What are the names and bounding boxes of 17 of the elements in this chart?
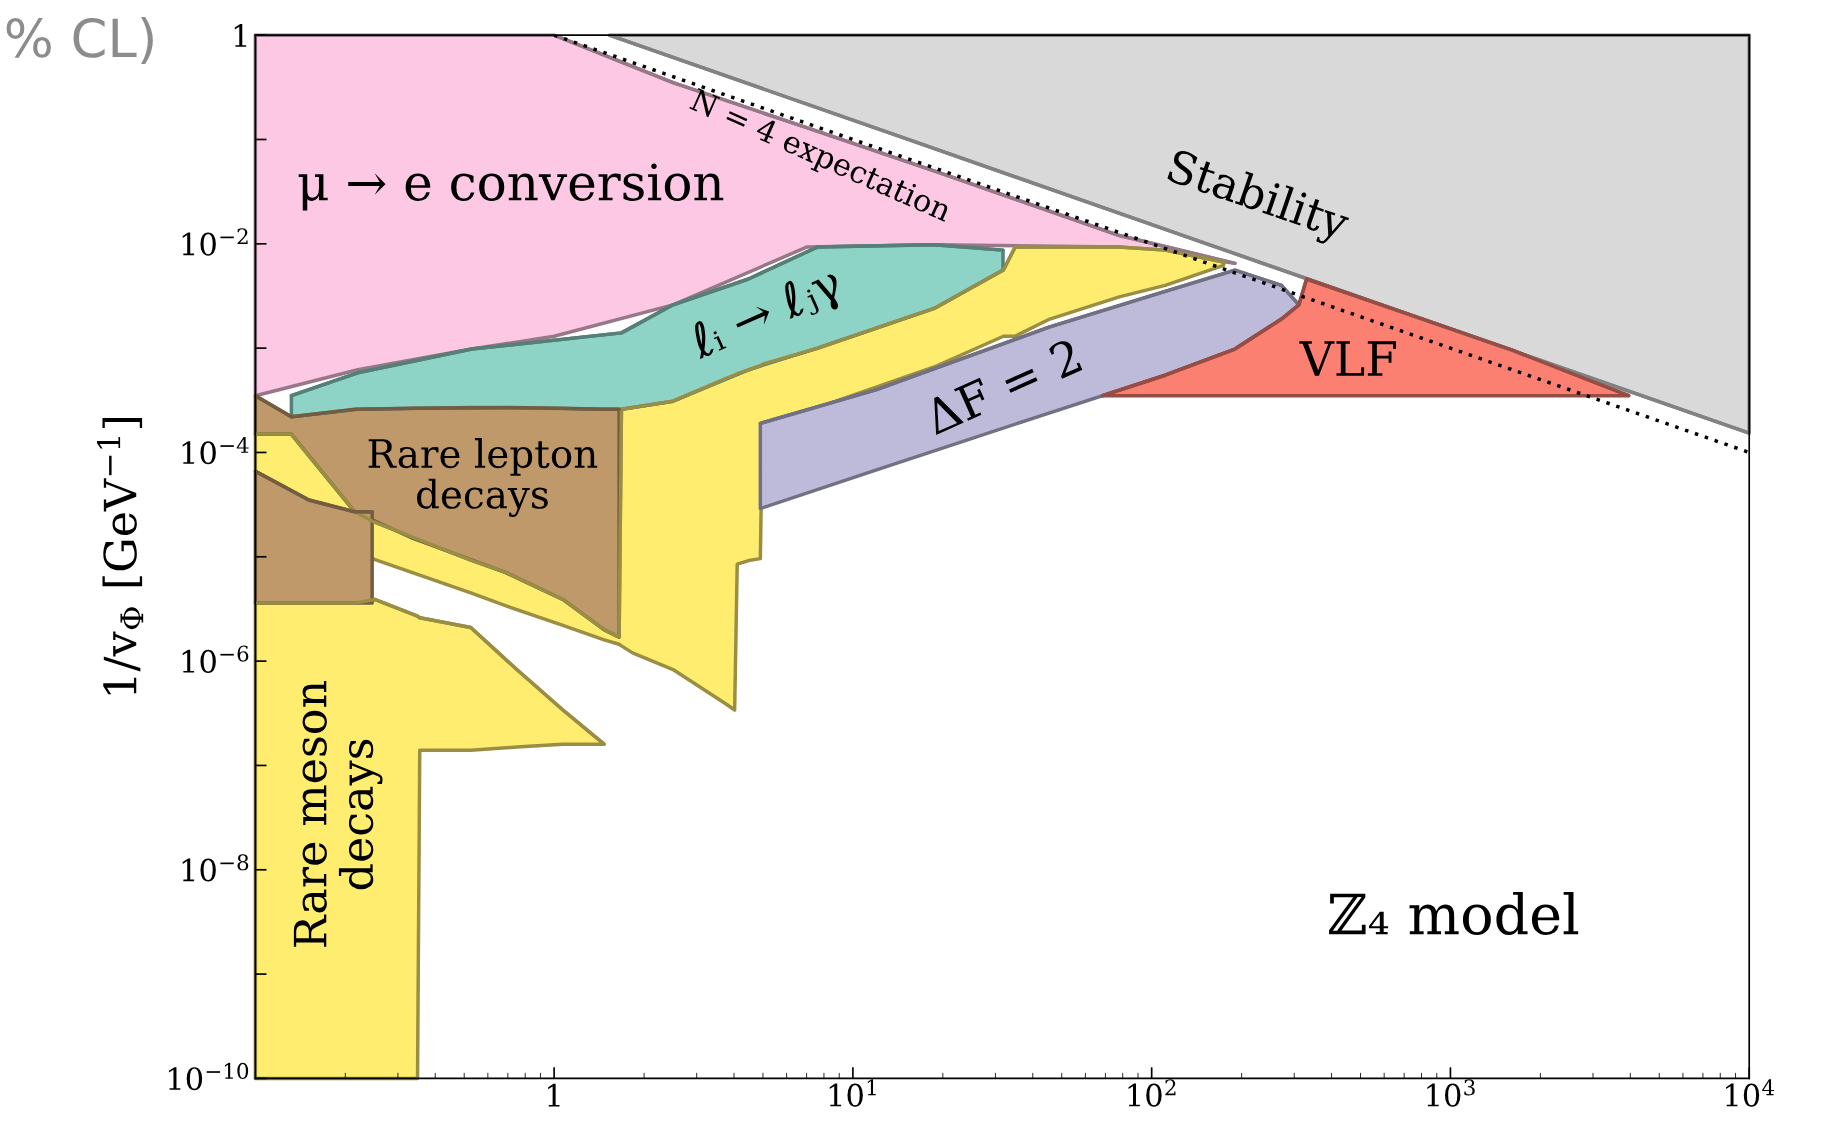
y-tick-label: 1 <box>234 24 247 47</box>
annotation: Rare meson decays <box>293 681 383 947</box>
annotation: ℤ₄ model <box>1329 891 1579 935</box>
x-tick-label: 10$^{4}$ <box>1726 1079 1775 1107</box>
y-axis-title: 1/v$_{Φ}$ [GeV$^{−1}$] <box>97 417 144 695</box>
annotation: μ → e conversion <box>298 163 724 211</box>
x-tick-label: 10$^{2}$ <box>1128 1079 1176 1107</box>
x-tick-label: 10$^{1}$ <box>829 1079 876 1107</box>
text: % CL) <box>6 17 153 65</box>
y-tick-label: 10$^{−2}$ <box>182 228 248 256</box>
y-tick-label: 10$^{−10}$ <box>168 1062 249 1091</box>
y-tick-label: 10$^{−8}$ <box>182 854 249 882</box>
annotation: Rare lepton decays <box>368 438 598 517</box>
y-tick-label: 10$^{−6}$ <box>182 645 249 673</box>
x-tick-label: 10$^{3}$ <box>1427 1079 1475 1107</box>
x-tick-label: 1 <box>548 1083 560 1107</box>
y-tick-label: 10$^{−4}$ <box>182 436 249 465</box>
